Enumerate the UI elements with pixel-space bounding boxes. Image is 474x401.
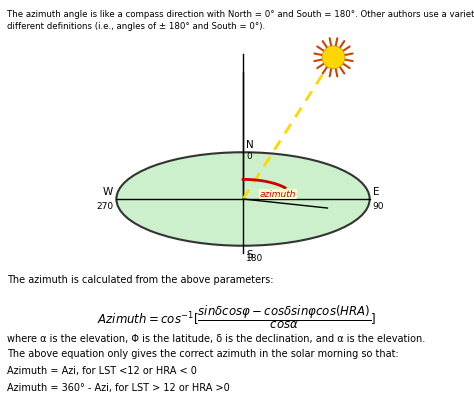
Text: 90: 90 [373,201,384,210]
Text: where α is the elevation, Φ is the latitude, δ is the declination, and α is the : where α is the elevation, Φ is the latit… [7,334,425,344]
Text: The above equation only gives the correct azimuth in the solar morning so that:: The above equation only gives the correc… [7,348,399,358]
Text: 180: 180 [246,253,263,263]
Text: different definitions (i.e., angles of ± 180° and South = 0°).: different definitions (i.e., angles of ±… [7,22,265,31]
Text: The azimuth angle is like a compass direction with North = 0° and South = 180°. : The azimuth angle is like a compass dire… [7,10,474,19]
Text: Azimuth = Azi, for LST <12 or HRA < 0: Azimuth = Azi, for LST <12 or HRA < 0 [7,365,197,375]
Text: W: W [103,186,113,196]
Text: Azimuth = 360° - Azi, for LST > 12 or HRA >0: Azimuth = 360° - Azi, for LST > 12 or HR… [7,382,230,392]
Text: $\mathit{Azimuth} = \mathit{cos}^{-1}[$$\dfrac{\mathit{sin\delta cos\varphi} - \: $\mathit{Azimuth} = \mathit{cos}^{-1}[$$… [97,303,377,330]
Text: azimuth: azimuth [260,190,296,198]
Circle shape [322,47,345,70]
Text: E: E [373,186,379,196]
Text: 0: 0 [246,151,252,160]
Text: 270: 270 [96,201,113,210]
Text: N: N [246,140,254,150]
Text: The azimuth is calculated from the above parameters:: The azimuth is calculated from the above… [7,275,273,285]
Text: S: S [246,249,253,259]
Ellipse shape [117,153,370,246]
